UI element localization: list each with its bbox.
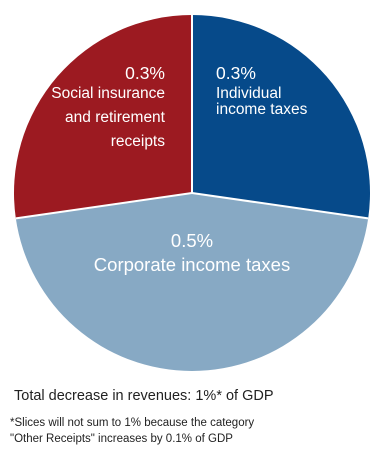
slice-value-label-3: 0.3%: [125, 63, 165, 83]
pie-slice-2: [15, 193, 369, 372]
slice-category-label-3-line-1: Social insurance: [51, 85, 165, 102]
slice-value-label-1: 0.3%: [216, 63, 256, 83]
slice-label-group-3: 0.3% Social insurance and retirement receip…: [51, 63, 165, 150]
slice-separator-2: [191, 192, 369, 220]
slice-category-label-1-line-2: income taxes: [216, 101, 308, 118]
footnote-line-2: "Other Receipts" increases by 0.1% of GD…: [10, 433, 233, 445]
slice-label-group-2: 0.5% Corporate income taxes: [94, 230, 290, 275]
slice-value-label-2: 0.5%: [171, 230, 213, 251]
footnote: *Slices will not sum to 1% because the c…: [10, 415, 254, 447]
footnote-line-1: *Slices will not sum to 1% because the c…: [10, 417, 255, 429]
slice-separator-3: [15, 192, 193, 220]
total-decrease-text: Total decrease in revenues: 1%* of GDP: [14, 388, 274, 404]
pie-slice-3: [13, 15, 192, 219]
pie-slice-1: [192, 15, 370, 219]
slice-category-label-1-line-1: Individual: [216, 85, 282, 102]
slice-category-label-2-line-1: Corporate income taxes: [94, 254, 290, 275]
slice-category-label-3-line-3: receipts: [111, 133, 166, 150]
slice-category-label-3-line-2: and retirement: [65, 109, 166, 126]
